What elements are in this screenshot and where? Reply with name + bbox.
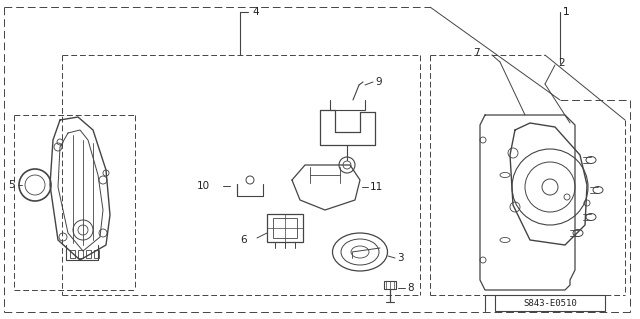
Text: 4: 4 <box>252 7 259 17</box>
Text: 10: 10 <box>197 181 210 191</box>
Text: 6: 6 <box>241 235 247 245</box>
Text: 8: 8 <box>407 283 413 293</box>
Text: 7: 7 <box>474 48 480 58</box>
Bar <box>94 250 99 258</box>
Bar <box>78 250 83 258</box>
Bar <box>384 281 396 289</box>
Text: 5: 5 <box>8 180 15 190</box>
Bar <box>86 250 91 258</box>
Text: 3: 3 <box>397 253 404 263</box>
Text: S843-E0510: S843-E0510 <box>523 299 577 308</box>
Text: 1: 1 <box>563 7 570 17</box>
Text: 9: 9 <box>375 77 381 87</box>
Text: 11: 11 <box>370 182 383 192</box>
Text: 1: 1 <box>563 7 570 17</box>
Text: 2: 2 <box>558 58 564 68</box>
Bar <box>70 250 75 258</box>
Bar <box>495 295 605 311</box>
Bar <box>267 214 303 242</box>
Bar <box>273 218 297 238</box>
